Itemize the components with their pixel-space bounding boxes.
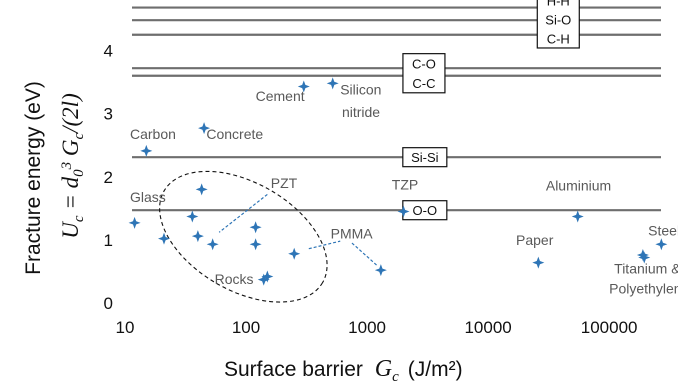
- leader-line-2: [351, 242, 378, 266]
- data-point-12: [257, 273, 270, 286]
- label-silicon: Silicon: [340, 82, 381, 98]
- rocks-ellipse-group: [159, 170, 328, 303]
- y-tick-2: 2: [104, 168, 113, 187]
- label-carbon: Carbon: [130, 126, 176, 142]
- axes: 10 100 1000 10000 100000 0 1 2 3 4 Surface barrier…: [22, 42, 638, 385]
- bond-lines: [132, 6, 661, 212]
- label-pzt: PZT: [271, 175, 298, 191]
- label-concrete: Concrete: [206, 126, 263, 142]
- data-point-17: [532, 256, 545, 269]
- data-point-7: [206, 238, 219, 251]
- point-labels: Carbon Concrete Cement Silicon nitride Glass P…: [130, 82, 678, 297]
- data-point-10: [261, 270, 274, 283]
- data-point-1: [140, 144, 153, 157]
- x-tick-100000: 100000: [581, 318, 638, 337]
- label-titanium: Titanium &: [614, 260, 678, 276]
- bond-label-si-si: Si-Si: [411, 150, 439, 165]
- label-glass: Glass: [130, 189, 166, 205]
- data-point-21: [655, 238, 668, 251]
- bond-group-box-1: [402, 53, 446, 94]
- x-tick-100: 100: [232, 318, 260, 337]
- data-point-0: [128, 216, 141, 229]
- bond-label-c-h: C-H: [547, 32, 570, 47]
- x-tick-1000: 1000: [348, 318, 386, 337]
- data-point-3: [186, 210, 199, 223]
- leader-lines: [218, 193, 378, 266]
- x-tick-10: 10: [116, 318, 135, 337]
- x-axis-title: Surface barrier Gc (J/m²): [224, 356, 463, 385]
- y-tick-4: 4: [104, 42, 113, 61]
- bond-label-c-c: C-C: [412, 76, 435, 91]
- label-cement: Cement: [256, 88, 305, 104]
- bond-label-c-o: C-O: [412, 56, 436, 71]
- leader-line-1: [308, 240, 341, 250]
- label-tzp: TZP: [392, 176, 418, 192]
- data-point-13: [297, 80, 310, 93]
- data-point-19: [636, 249, 649, 262]
- data-point-9: [249, 238, 262, 251]
- label-polyethylene: Polyethylene: [609, 281, 678, 297]
- label-rocks: Rocks: [215, 271, 254, 287]
- label-nitride: nitride: [342, 104, 380, 120]
- label-pmma: PMMA: [331, 226, 374, 242]
- data-point-2: [158, 232, 171, 245]
- bond-label-h-h: H-H: [547, 0, 570, 9]
- bond-label-o-o: O-O: [413, 203, 438, 218]
- bond-boxes: Si-Si O-O H-H Si-O C-H C-O C-C: [402, 0, 580, 221]
- data-point-5: [195, 183, 208, 196]
- y-axis-title: Fracture energy (eV): [22, 81, 45, 275]
- data-point-14: [326, 77, 339, 90]
- data-point-20: [638, 251, 651, 264]
- label-aluminium: Aluminium: [546, 178, 611, 194]
- leader-line-0: [218, 193, 268, 233]
- y-tick-3: 3: [104, 105, 113, 124]
- data-point-16: [397, 205, 410, 218]
- bond-group-box-0: [536, 0, 580, 49]
- y-tick-1: 1: [104, 231, 113, 250]
- data-point-15: [374, 264, 387, 277]
- data-point-11: [288, 247, 301, 260]
- data-point-8: [249, 221, 262, 234]
- bond-box-si-si: [402, 147, 448, 168]
- rocks-ellipse: [159, 170, 328, 303]
- y-axis-formula: Uc = d03 Gc/(2l): [58, 93, 87, 238]
- data-point-4: [191, 230, 204, 243]
- label-paper: Paper: [516, 232, 554, 248]
- x-tick-10000: 10000: [464, 318, 511, 337]
- bond-label-si-o: Si-O: [545, 13, 571, 28]
- data-point-18: [571, 210, 584, 223]
- data-points: [128, 77, 668, 286]
- y-tick-0: 0: [104, 294, 113, 313]
- label-steel: Steel: [648, 222, 678, 238]
- data-point-6: [198, 122, 211, 135]
